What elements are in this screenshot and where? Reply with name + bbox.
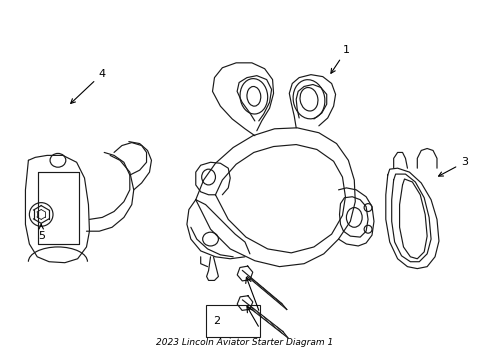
Text: 3: 3: [439, 157, 468, 176]
Bar: [206, 305, 260, 337]
Text: 1: 1: [331, 45, 350, 73]
Text: 2023 Lincoln Aviator Starter Diagram 1: 2023 Lincoln Aviator Starter Diagram 1: [156, 338, 334, 347]
Text: 4: 4: [71, 69, 106, 103]
Text: 5: 5: [38, 225, 45, 241]
Text: 2: 2: [214, 316, 220, 326]
